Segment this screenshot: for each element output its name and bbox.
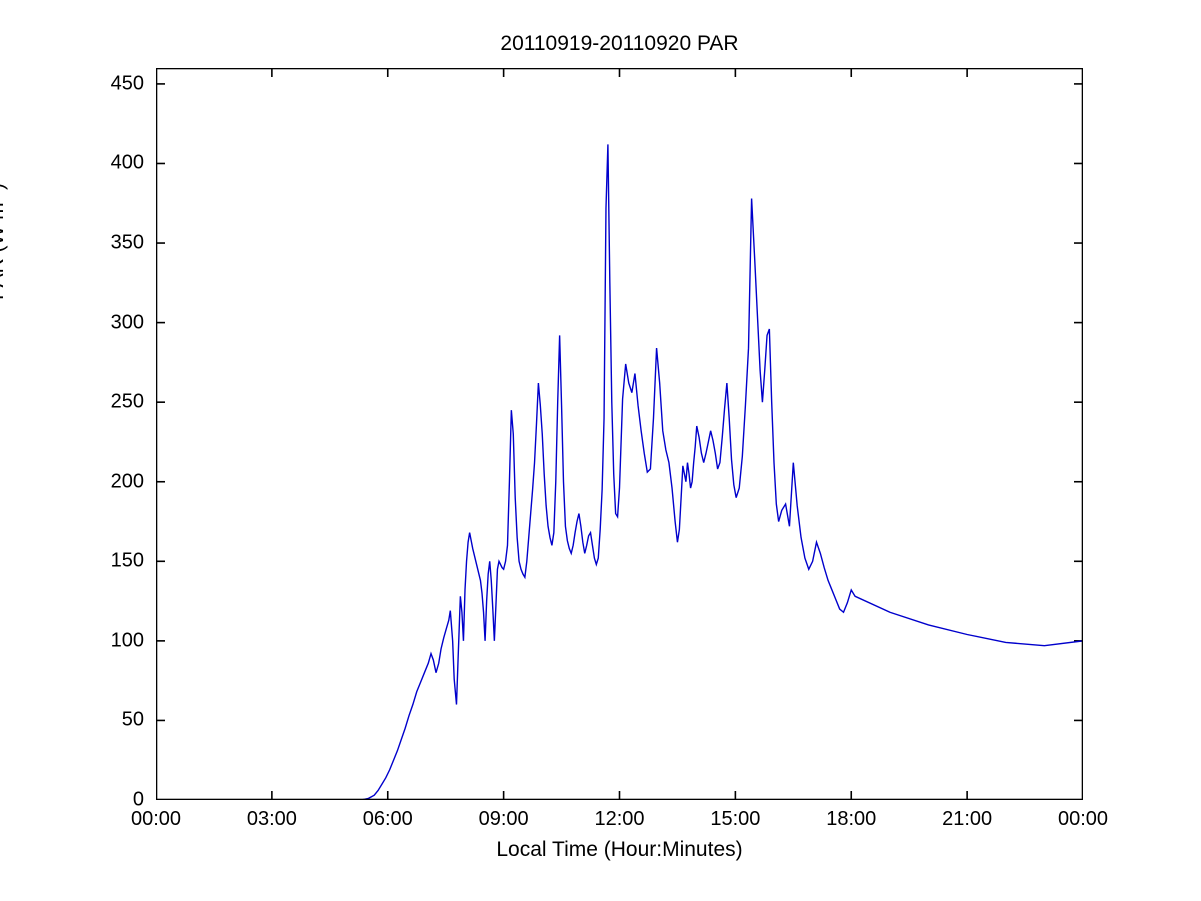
chart-title: 20110919-20110920 PAR [500,32,739,55]
y-tick-label: 200 [110,470,144,493]
y-tick-label: 150 [110,549,144,572]
x-tick-label: 21:00 [942,808,993,830]
y-tick-label: 100 [110,629,144,652]
y-axis-label: PAR (W m-2) [0,40,9,300]
y-tick-label: 300 [110,311,144,334]
data-series-group [156,144,1083,800]
y-tick-label: 400 [110,151,144,174]
series-line [156,144,1083,800]
y-tick-label: 350 [110,231,144,254]
x-tick-label: 18:00 [826,808,877,830]
x-axis-label: Local Time (Hour:Minutes) [496,838,743,861]
plot-area [156,68,1083,800]
y-tick-label: 0 [132,788,144,811]
axis-tick-marks [156,68,1083,800]
y-tick-label: 250 [110,390,144,413]
x-tick-label: 09:00 [478,808,529,830]
x-tick-label: 06:00 [362,808,413,830]
y-tick-label: 50 [121,708,144,731]
x-axis-tick-labels: 00:00 03:00 06:00 09:00 12:00 15:00 18:00 21:00… [131,808,1108,836]
y-axis-label-suffix: ) [0,183,8,190]
plot-box-border [156,68,1083,800]
x-tick-label: 00:00 [130,808,182,830]
x-tick-label: 00:00 [1057,808,1109,830]
y-axis-tick-labels: 0 50 100 150 200 250 300 350 400 450 [82,68,144,810]
x-tick-label: 03:00 [246,808,297,830]
x-tick-label: 15:00 [710,808,761,830]
plot-svg [156,68,1083,800]
y-axis-label-prefix: PAR (W m [0,202,8,300]
y-tick-label: 450 [110,72,144,95]
x-tick-label: 12:00 [594,808,645,830]
